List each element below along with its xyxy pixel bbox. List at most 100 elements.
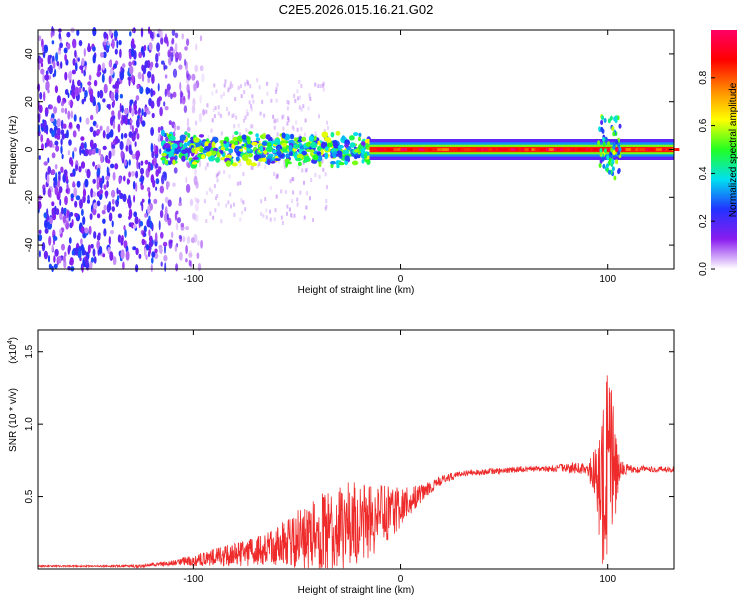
noise-cell bbox=[69, 211, 74, 217]
noise-cell bbox=[245, 127, 248, 132]
noise-cell bbox=[210, 189, 213, 194]
noise-cell bbox=[178, 64, 183, 70]
feature-spread-feature-near-100-km bbox=[597, 114, 622, 181]
band-cell bbox=[344, 143, 349, 148]
band-cell bbox=[205, 151, 212, 157]
noise-cell bbox=[226, 107, 229, 111]
band-cell bbox=[303, 155, 310, 162]
noise-cell bbox=[106, 104, 110, 109]
noise-cell bbox=[127, 76, 132, 81]
carrier-cell bbox=[418, 148, 425, 151]
noise-cell bbox=[276, 118, 279, 123]
noise-cell bbox=[119, 140, 124, 151]
band-cell bbox=[251, 141, 258, 146]
noise-cell bbox=[108, 212, 113, 222]
noise-cell bbox=[66, 209, 70, 218]
noise-cell bbox=[213, 114, 216, 119]
band-cell bbox=[246, 144, 253, 149]
noise-cell bbox=[42, 73, 45, 83]
noise-cell bbox=[106, 180, 109, 188]
noise-cell bbox=[52, 60, 56, 69]
noise-cell bbox=[319, 84, 322, 89]
noise-cell bbox=[194, 197, 198, 202]
band-cell bbox=[172, 159, 176, 166]
band-cell bbox=[281, 142, 287, 147]
noise-cell bbox=[164, 196, 169, 204]
carrier-cell bbox=[570, 148, 575, 151]
noise-cell bbox=[182, 235, 186, 243]
noise-cell bbox=[96, 200, 101, 207]
noise-cell bbox=[231, 83, 234, 88]
noise-cell bbox=[112, 121, 116, 130]
noise-cell bbox=[275, 87, 278, 92]
noise-cell bbox=[185, 226, 190, 231]
noise-cell bbox=[314, 131, 317, 136]
noise-cell bbox=[47, 54, 51, 65]
spread-cell bbox=[617, 150, 621, 156]
noise-cell bbox=[245, 114, 248, 119]
noise-cell bbox=[172, 68, 178, 78]
noise-cell bbox=[51, 129, 56, 138]
noise-cell bbox=[78, 40, 83, 47]
noise-cell bbox=[76, 123, 80, 130]
noise-cell bbox=[251, 124, 254, 129]
noise-cell bbox=[225, 203, 228, 208]
noise-cell bbox=[82, 87, 85, 92]
noise-cell bbox=[92, 120, 97, 127]
carrier-cell bbox=[408, 148, 414, 151]
noise-cell bbox=[286, 100, 289, 104]
noise-cell bbox=[292, 177, 295, 182]
noise-cell bbox=[128, 103, 132, 114]
spectrogram-y-label: Frequency (Hz) bbox=[8, 116, 19, 185]
noise-cell bbox=[101, 73, 105, 83]
noise-cell bbox=[70, 110, 74, 119]
noise-cell bbox=[43, 212, 48, 219]
band-cell bbox=[184, 131, 188, 135]
band-cell bbox=[245, 136, 251, 141]
noise-cell bbox=[296, 127, 299, 132]
noise-cell bbox=[139, 177, 142, 182]
noise-cell bbox=[46, 174, 50, 184]
spread-cell bbox=[609, 115, 613, 121]
band-cell bbox=[341, 135, 346, 141]
y-tick-label: -40 bbox=[24, 237, 35, 252]
band-cell bbox=[358, 132, 362, 137]
noise-cell bbox=[38, 155, 41, 160]
noise-cell bbox=[171, 37, 175, 45]
noise-cell bbox=[60, 138, 63, 146]
noise-cell bbox=[86, 168, 91, 179]
noise-cell bbox=[54, 248, 59, 257]
noise-cell bbox=[186, 83, 190, 94]
band-cell bbox=[229, 140, 235, 144]
noise-cell bbox=[233, 212, 236, 217]
noise-cell bbox=[55, 208, 60, 216]
snr-x-label: Height of straight line (km) bbox=[298, 585, 415, 596]
noise-cell bbox=[276, 82, 279, 87]
noise-cell bbox=[159, 29, 163, 39]
noise-cell bbox=[211, 91, 214, 96]
noise-cell bbox=[286, 121, 289, 126]
noise-cell bbox=[161, 203, 164, 211]
noise-cell bbox=[122, 261, 125, 270]
noise-cell bbox=[98, 148, 102, 156]
noise-cell bbox=[169, 46, 174, 51]
noise-cell bbox=[112, 84, 117, 89]
noise-cell bbox=[304, 118, 307, 123]
noise-cell bbox=[71, 219, 74, 227]
noise-cell bbox=[154, 232, 158, 243]
band-cell bbox=[360, 148, 366, 155]
band-cell bbox=[293, 137, 298, 142]
noise-cell bbox=[61, 207, 64, 215]
noise-cell bbox=[70, 100, 74, 106]
band-cell bbox=[201, 154, 206, 160]
carrier-cell bbox=[606, 148, 612, 151]
noise-cell bbox=[164, 244, 166, 254]
band-cell bbox=[187, 132, 191, 138]
noise-cell bbox=[318, 174, 321, 179]
noise-cell bbox=[64, 107, 68, 115]
noise-cell bbox=[84, 256, 89, 266]
noise-cell bbox=[100, 52, 104, 58]
noise-cell bbox=[136, 118, 140, 128]
noise-cell bbox=[82, 216, 86, 225]
noise-cell bbox=[229, 81, 232, 86]
